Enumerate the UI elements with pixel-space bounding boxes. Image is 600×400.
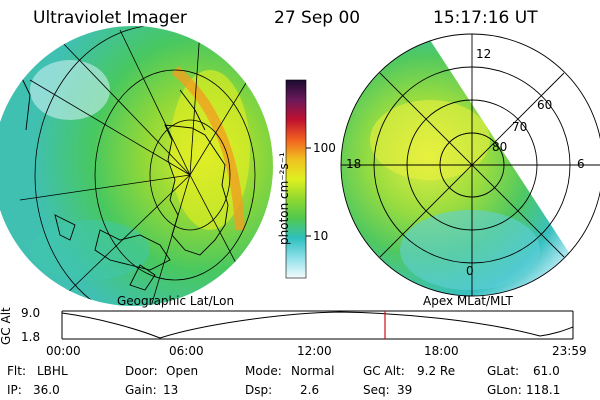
right-map-caption: Apex MLat/MLT (423, 294, 513, 308)
status-door-label: Door: (125, 364, 158, 378)
timeline-ylabel: GC Alt (0, 307, 13, 345)
geographic-map (0, 26, 273, 306)
colorbar (285, 79, 311, 279)
timeline-xtick-1800: 18:00 (424, 344, 459, 358)
status-ip-label: IP: (7, 383, 22, 397)
instrument-title: Ultraviolet Imager (33, 8, 187, 28)
lat-label-80: 80 (492, 140, 508, 154)
status-gain-label: Gain: (125, 383, 157, 397)
status-dsp-label: Dsp: (245, 383, 273, 397)
status-glat-label: GLat: (487, 364, 520, 378)
status-gcalt-label: GC Alt: (363, 364, 405, 378)
colorbar-gradient (285, 79, 307, 279)
left-map-coastlines (17, 69, 229, 291)
time-label: 15:17:16 UT (433, 8, 538, 28)
timeline-xtick-0600: 06:00 (169, 344, 204, 358)
status-glon-value: 118.1 (526, 383, 561, 397)
orbit-altitude-curve (61, 311, 574, 339)
timeline-ytick-low: 1.8 (21, 330, 41, 344)
status-dsp-value: 2.6 (300, 383, 320, 397)
status-ip-value: 36.0 (33, 383, 60, 397)
timeline-xtick-1200: 12:00 (297, 344, 332, 358)
polar-map-bright-oval (370, 100, 490, 180)
timeline-ytick-high: 9.0 (21, 306, 41, 320)
lat-label-60: 60 (537, 98, 553, 112)
left-map-limb-arc (171, 66, 245, 231)
timeline-xtick-2359: 23:59 (552, 344, 587, 358)
status-glat-value: 61.0 (533, 364, 560, 378)
status-mode-value: Normal (291, 364, 335, 378)
polar-map-low-region (400, 210, 540, 290)
mlt-label-18: 18 (346, 157, 362, 171)
status-seq-value: 39 (397, 383, 413, 397)
altitude-timeline (61, 310, 574, 340)
left-map-caption: Geographic Lat/Lon (117, 294, 235, 308)
status-mode-label: Mode: (245, 364, 282, 378)
colorbar-units: photon cm⁻²s⁻¹ (277, 152, 291, 245)
status-gcalt-value: 9.2 Re (417, 364, 456, 378)
timeline-xtick-0000: 00:00 (46, 344, 81, 358)
status-flt-label: Flt: (7, 364, 26, 378)
lat-label-70: 70 (512, 120, 528, 134)
status-glon-label: GLon: (487, 383, 522, 397)
status-flt-value: LBHL (37, 364, 68, 378)
date-label: 27 Sep 00 (274, 8, 361, 28)
left-map-dim-region (30, 60, 110, 120)
colorbar-label-10: 10 (313, 229, 329, 243)
status-seq-label: Seq: (363, 383, 390, 397)
colorbar-label-100: 100 (313, 141, 336, 155)
mlt-label-0: 0 (466, 264, 474, 278)
status-gain-value: 13 (163, 383, 179, 397)
polar-map (340, 33, 600, 297)
mlt-label-6: 6 (577, 157, 585, 171)
mlt-label-12: 12 (476, 47, 492, 61)
polar-map-grid (340, 33, 600, 297)
status-door-value: Open (166, 364, 199, 378)
